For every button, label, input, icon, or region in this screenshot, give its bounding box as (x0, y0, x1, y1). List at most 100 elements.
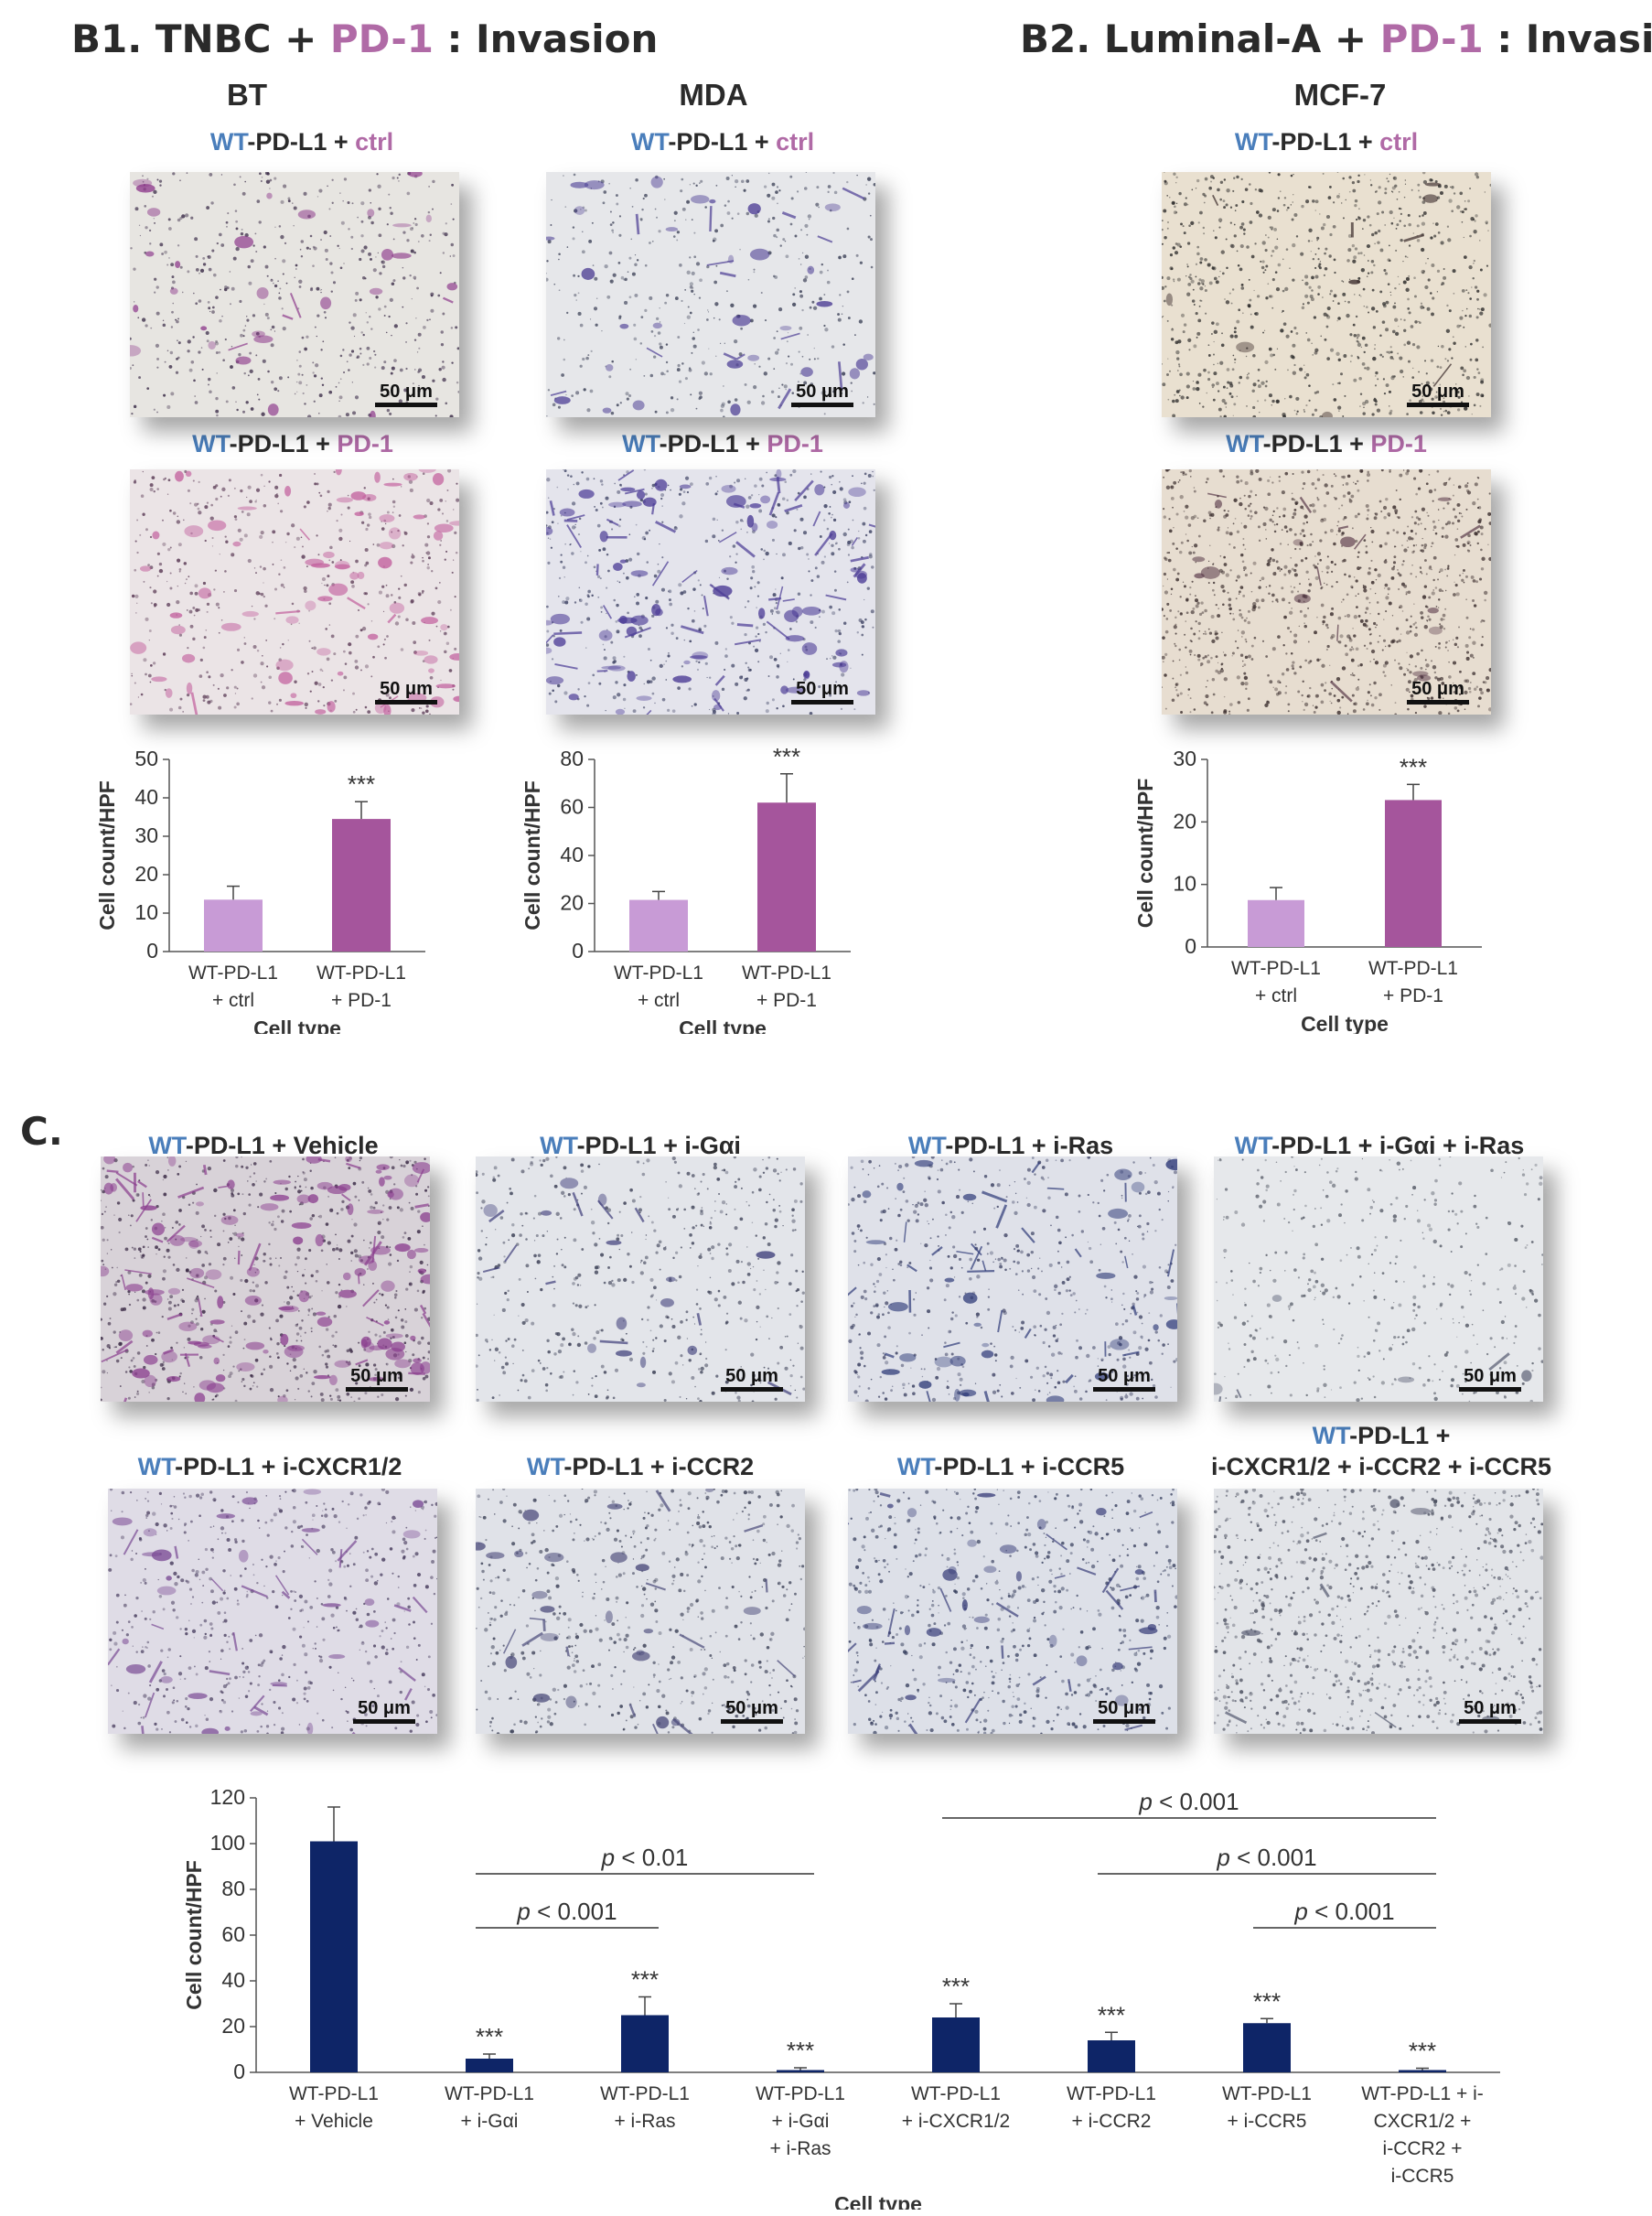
axes: 0 10 20 30 40 50 (134, 747, 425, 963)
comparison-label: p < 0.01 (601, 1844, 689, 1871)
category-label: WT-PD-L1 (756, 2083, 845, 2104)
x-axis-label: Cell type (1301, 1012, 1389, 1034)
micrograph-c-igai: 50 μm (476, 1156, 805, 1402)
label-mda-pd1: WT-PD-L1 + PD-1 (549, 430, 896, 458)
wt-text: WT (540, 1132, 577, 1159)
category-label: WT-PD-L1 (1368, 958, 1458, 979)
label-c-iccr2: WT-PD-L1 + i-CCR2 (476, 1453, 805, 1481)
label-c-icxcr: WT-PD-L1 + i-CXCR1/2 (105, 1453, 434, 1481)
y-tick-label: 100 (210, 1831, 245, 1855)
micrograph-svg: 50 μm (848, 1489, 1177, 1734)
y-tick-label: 20 (1173, 809, 1196, 833)
comparison-value: < 0.001 (537, 1898, 617, 1925)
igai-iras-text: -PD-L1 + i-Gαi + i-Ras (1271, 1132, 1525, 1159)
pdl1-text: -PD-L1 + (1262, 430, 1371, 457)
icxcr-text: -PD-L1 + i-CXCR1/2 (175, 1453, 402, 1480)
x-axis-label: Cell type (834, 2192, 922, 2210)
comparison-value: < 0.001 (1159, 1788, 1239, 1815)
micrograph-svg: 50 μm (848, 1156, 1177, 1402)
column-title-mcf7: MCF-7 (1293, 78, 1387, 112)
bar (629, 899, 688, 952)
panel-c-label: C. (20, 1109, 63, 1154)
panel-b2-suffix: : Invasion (1496, 16, 1652, 61)
comparison-label: p < 0.001 (1216, 1844, 1316, 1871)
micrograph-background (130, 172, 459, 417)
scale-bar: 50 μm (353, 1698, 415, 1724)
comparison-p: p (601, 1844, 622, 1871)
scale-bar-label: 50 μm (1464, 1366, 1517, 1386)
y-tick-label: 50 (134, 747, 158, 770)
category-label: WT-PD-L1 (445, 2083, 534, 2104)
scale-bar: 50 μm (1093, 1366, 1155, 1392)
scale-bar: 50 μm (721, 1698, 783, 1724)
label-c-iras: WT-PD-L1 + i-Ras (846, 1132, 1175, 1160)
comparison-p: p (1293, 1898, 1314, 1925)
pdl1-text: -PD-L1 + (659, 430, 767, 457)
x-axis-label: Cell type (253, 1017, 341, 1034)
y-tick-label: 80 (560, 747, 584, 770)
scale-bar-line (1093, 1387, 1155, 1392)
panel-b2-highlight: PD-1 (1379, 16, 1484, 61)
micrograph-background (476, 1156, 805, 1402)
scale-bar-line (375, 403, 437, 407)
label-c-iccr5: WT-PD-L1 + i-CCR5 (846, 1453, 1175, 1481)
label-c-igai-iras: WT-PD-L1 + i-Gαi + i-Ras (1206, 1132, 1553, 1160)
micrograph-svg: 50 μm (476, 1489, 805, 1734)
bar (466, 2059, 513, 2072)
column-title-bt: BT (227, 78, 267, 112)
panel-b2-title: B2. Luminal-A + PD-1 : Invasion (1020, 16, 1652, 61)
bar (204, 899, 263, 952)
category-label: + i-CXCR1/2 (902, 2111, 1010, 2132)
wt-text: WT (622, 430, 660, 457)
scale-bar-line (791, 700, 853, 705)
scale-bar: 50 μm (1459, 1366, 1521, 1392)
wt-text: WT (1234, 128, 1272, 156)
category-label: CXCR1/2 + (1374, 2111, 1472, 2132)
micrograph-c-icxcr: 50 μm (108, 1489, 437, 1734)
chart-bt: 0 10 20 30 40 50 Cell count/HPF WT-PD-L1 + ctrl *… (95, 747, 425, 1034)
label-mcf7-ctrl: WT-PD-L1 + ctrl (1153, 128, 1500, 156)
wt-text: WT (137, 1453, 176, 1480)
scale-bar-label: 50 μm (1411, 382, 1464, 402)
y-tick-label: 10 (1173, 872, 1196, 896)
scale-bar: 50 μm (721, 1366, 783, 1392)
significance-label: *** (1253, 1987, 1281, 2015)
wt-text: WT (148, 1132, 186, 1159)
panel-b1-prefix: B1. TNBC + (71, 16, 330, 61)
micrograph-bt-pd1: 50 μm (130, 469, 459, 715)
pd1-text: PD-1 (767, 430, 823, 457)
vehicle-text: -PD-L1 + Vehicle (185, 1132, 379, 1159)
label-mcf7-pd1: WT-PD-L1 + PD-1 (1153, 430, 1500, 458)
significance-label: *** (348, 770, 375, 798)
scale-bar-label: 50 μm (1464, 1698, 1517, 1718)
label-mda-ctrl: WT-PD-L1 + ctrl (549, 128, 896, 156)
scale-bar-label: 50 μm (725, 1366, 778, 1386)
chart-c: 0 20 40 60 80 100 120 Cell count/HPF WT-PD-L1 + V… (182, 1785, 1500, 2210)
comparison-value: < 0.001 (1237, 1844, 1316, 1871)
wt-text: WT (896, 1453, 935, 1480)
y-tick-label: 0 (146, 939, 158, 963)
micrograph-c-iccr5: 50 μm (848, 1489, 1177, 1734)
comparison-p: p (1138, 1788, 1159, 1815)
micrograph-background (1214, 1156, 1543, 1402)
micrograph-background (101, 1156, 430, 1402)
wt-text: WT (1234, 1132, 1272, 1159)
scale-bar-line (721, 1719, 783, 1724)
comparison-label: p < 0.001 (1138, 1788, 1239, 1815)
significance-label: *** (1409, 2038, 1436, 2065)
panel-b1-highlight: PD-1 (329, 16, 434, 61)
micrograph-svg: 50 μm (1214, 1489, 1543, 1734)
y-tick-label: 30 (134, 823, 158, 847)
micrograph-svg: 50 μm (108, 1489, 437, 1734)
scale-bar: 50 μm (375, 679, 437, 705)
category-label: WT-PD-L1 + i- (1361, 2083, 1484, 2104)
pdl1-text: -PD-L1 + (229, 430, 338, 457)
label-c-combo: WT-PD-L1 + i-CXCR1/2 + i-CCR2 + i-CCR5 (1198, 1420, 1564, 1482)
micrograph-background (1162, 469, 1491, 715)
iccr5-text: -PD-L1 + i-CCR5 (934, 1453, 1125, 1480)
y-tick-label: 0 (233, 2060, 245, 2083)
bar (1385, 800, 1442, 947)
scale-bar: 50 μm (375, 382, 437, 407)
scale-bar-line (721, 1387, 783, 1392)
significance-label: *** (942, 1973, 970, 2000)
